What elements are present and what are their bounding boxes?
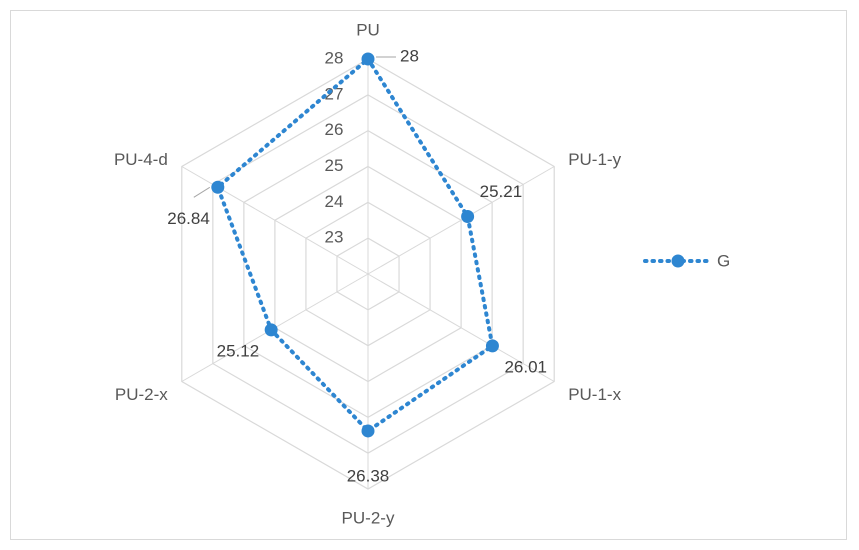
tick-label-23: 23 xyxy=(325,228,344,247)
category-label-PU-1-y: PU-1-y xyxy=(568,150,621,169)
spoke-PU-1-y xyxy=(367,166,555,275)
data-point-PU-4-d xyxy=(211,180,225,194)
data-point-PU-2-y xyxy=(361,424,375,438)
legend-marker-G xyxy=(671,254,685,268)
data-label-PU-2-x: 25.12 xyxy=(217,341,260,360)
data-label-PU: 28 xyxy=(400,46,419,65)
category-label-PU-1-x: PU-1-x xyxy=(568,385,621,404)
data-point-PU-1-y xyxy=(461,209,475,223)
tick-label-26: 26 xyxy=(325,120,344,139)
legend: G xyxy=(643,251,730,270)
tick-label-28: 28 xyxy=(325,48,344,67)
data-labels: 28 25.21 26.01 26.38 25.12 26.84 xyxy=(167,46,547,485)
category-label-PU-2-y: PU-2-y xyxy=(342,508,395,527)
grid-layer xyxy=(181,58,555,490)
category-label-PU-4-d: PU-4-d xyxy=(114,150,168,169)
data-label-PU-4-d: 26.84 xyxy=(167,209,210,228)
category-labels: PU PU-1-y PU-1-x PU-2-y PU-2-x PU-4-d xyxy=(114,20,622,527)
data-point-PU xyxy=(361,52,375,66)
tick-label-27: 27 xyxy=(325,84,344,103)
chart-frame xyxy=(10,10,847,540)
data-point-PU-2-x xyxy=(264,323,278,337)
legend-label-G: G xyxy=(717,251,730,270)
data-label-PU-1-y: 25.21 xyxy=(480,182,523,201)
category-label-PU-2-x: PU-2-x xyxy=(115,385,168,404)
leader-line-PU-4-d xyxy=(193,186,211,198)
spoke-PU-1-x xyxy=(367,273,555,382)
data-label-PU-2-y: 26.38 xyxy=(347,466,390,485)
tick-labels: 23 24 25 26 27 28 xyxy=(325,48,344,246)
data-label-PU-1-x: 26.01 xyxy=(504,357,547,376)
tick-label-25: 25 xyxy=(325,156,344,175)
series-layer xyxy=(211,52,499,438)
category-label-PU: PU xyxy=(356,20,380,39)
tick-label-24: 24 xyxy=(325,192,344,211)
data-point-PU-1-x xyxy=(485,339,499,353)
